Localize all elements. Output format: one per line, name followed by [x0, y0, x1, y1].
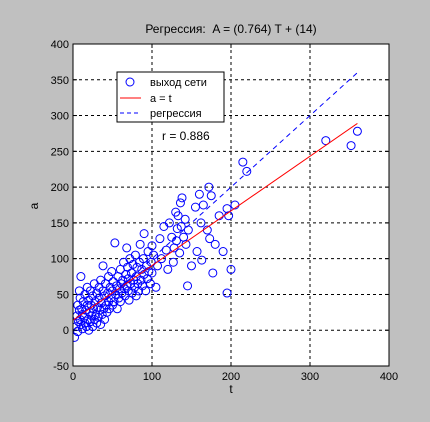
data-point [155, 234, 165, 244]
y-tick-label: 100 [51, 254, 69, 266]
data-point [346, 141, 356, 151]
data-point [135, 239, 145, 249]
data-point [352, 126, 362, 136]
data-point [173, 211, 183, 221]
data-point [175, 248, 185, 258]
data-point [208, 268, 218, 278]
data-point [226, 264, 236, 274]
data-point [130, 250, 140, 260]
y-axis-label: a [27, 202, 41, 209]
data-point [151, 282, 161, 292]
y-tick-label: -50 [53, 361, 69, 373]
legend-marker-circle-icon [125, 77, 135, 87]
data-point [147, 268, 157, 278]
data-point [164, 218, 174, 228]
y-tick-label: 400 [51, 39, 69, 51]
data-point [222, 204, 232, 214]
data-point [142, 274, 152, 284]
x-axis-label: t [229, 382, 233, 396]
data-point [149, 250, 159, 260]
correlation-annotation: r = 0.886 [162, 129, 210, 143]
data-point [141, 286, 151, 296]
data-point [194, 189, 204, 199]
x-tick-label: 300 [301, 371, 319, 383]
x-tick-label: 100 [143, 371, 161, 383]
x-tick-label: 0 [70, 371, 76, 383]
data-point [147, 241, 157, 251]
regression-line [73, 72, 358, 331]
y-tick-label: 300 [51, 111, 69, 123]
data-point [73, 332, 80, 342]
legend: выход сети a = t регрессия [116, 71, 225, 123]
data-point [180, 214, 190, 224]
data-point [97, 309, 107, 319]
y-tick-label: 0 [63, 325, 69, 337]
data-point [98, 261, 108, 271]
data-point [206, 191, 216, 201]
series-layer [73, 72, 362, 342]
data-point [183, 281, 193, 291]
data-point [321, 136, 331, 146]
data-point [175, 198, 185, 208]
data-point [205, 234, 215, 244]
data-point [156, 254, 166, 264]
y-tick-label: 200 [51, 182, 69, 194]
data-point [107, 267, 117, 277]
data-point [222, 288, 232, 298]
legend-label-identity: a = t [150, 93, 172, 105]
y-tick-label: 350 [51, 75, 69, 87]
data-point [104, 272, 114, 282]
data-point [196, 218, 206, 228]
x-tick-label: 200 [222, 371, 240, 383]
data-point [163, 264, 173, 274]
data-point [122, 243, 132, 253]
y-tick-label: 50 [57, 289, 69, 301]
data-point [76, 272, 86, 282]
data-point [197, 255, 207, 265]
data-point [177, 193, 187, 203]
data-point [168, 257, 178, 267]
data-point [187, 261, 196, 271]
data-point [204, 182, 214, 192]
y-tick-label: 150 [51, 218, 69, 230]
data-point [132, 262, 142, 272]
data-point [131, 291, 141, 301]
data-point [92, 318, 102, 328]
x-tick-label: 400 [380, 371, 398, 383]
data-point [218, 247, 228, 257]
legend-label-network-output: выход сети [150, 77, 207, 89]
data-point [176, 221, 186, 231]
data-point [139, 229, 149, 239]
data-point [198, 200, 208, 210]
data-point [136, 275, 146, 285]
data-point [242, 166, 252, 176]
data-point [110, 238, 120, 248]
legend-box [116, 71, 225, 123]
data-point [192, 247, 202, 257]
data-point [115, 297, 125, 307]
data-point [121, 269, 131, 279]
legend-label-regression: регрессия [150, 108, 202, 120]
data-point [85, 286, 95, 296]
data-point [92, 288, 102, 298]
y-tick-label: 250 [51, 146, 69, 158]
data-point [238, 157, 248, 167]
data-point [210, 239, 220, 249]
data-point [117, 288, 127, 298]
chart-title: Регрессия: A = (0.764) T + (14) [145, 22, 316, 36]
